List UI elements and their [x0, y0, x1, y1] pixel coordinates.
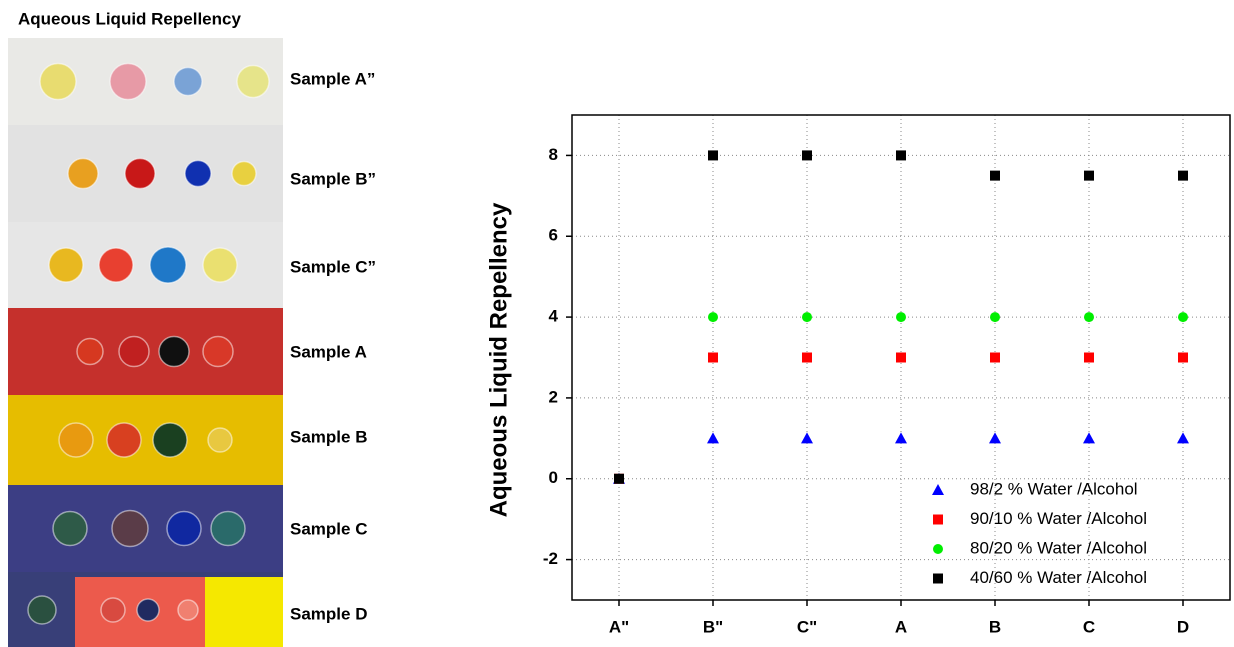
photo-panel [8, 38, 283, 647]
marker [990, 352, 1000, 363]
y-tick-label: 6 [549, 226, 558, 245]
marker [990, 170, 1000, 181]
marker [708, 150, 718, 161]
plot-frame [571, 114, 1231, 601]
marker [1177, 432, 1189, 444]
sample-label: Sample C” [290, 257, 376, 276]
droplet [136, 598, 160, 622]
x-tick-label: B" [703, 617, 723, 636]
photo [8, 395, 283, 485]
legend-label: 90/10 % Water /Alcohol [970, 509, 1147, 528]
x-tick-label: A" [609, 617, 629, 636]
droplet [173, 66, 203, 97]
y-tick-label: 8 [549, 145, 558, 164]
droplet [207, 427, 233, 453]
marker [933, 514, 943, 525]
marker [1084, 170, 1094, 181]
droplet [124, 157, 156, 190]
x-tick-label: C" [797, 617, 817, 636]
droplet [76, 337, 104, 366]
legend-label: 80/20 % Water /Alcohol [970, 538, 1147, 557]
legend-label: 98/2 % Water /Alcohol [970, 479, 1138, 498]
sample-label: Sample A [290, 342, 367, 361]
marker [896, 150, 906, 161]
droplet [152, 422, 188, 458]
y-tick-label: 2 [549, 387, 558, 406]
marker [802, 352, 812, 363]
droplet [202, 335, 234, 368]
marker [1084, 352, 1094, 363]
marker [1178, 170, 1188, 181]
marker [1084, 312, 1094, 323]
marker [614, 473, 624, 484]
x-tick-label: D [1177, 617, 1189, 636]
marker [932, 484, 944, 495]
droplet [58, 422, 94, 458]
y-tick-label: -2 [543, 549, 558, 568]
droplet [48, 247, 84, 283]
marker [1083, 432, 1095, 444]
marker [1178, 352, 1188, 363]
marker [708, 352, 718, 363]
droplet [202, 247, 238, 283]
droplet [39, 62, 77, 101]
sample-label: Sample A” [290, 69, 375, 88]
marker [896, 352, 906, 363]
sample-label: Sample B [290, 427, 367, 446]
droplet [118, 335, 150, 368]
marker [707, 432, 719, 444]
sample-label: Sample B” [290, 169, 376, 188]
droplet [236, 64, 270, 99]
photo [205, 577, 283, 647]
droplet [149, 246, 187, 284]
marker [708, 312, 718, 323]
panel-title: Aqueous Liquid Repellency [18, 9, 241, 28]
droplet [177, 599, 199, 621]
droplet [109, 62, 147, 101]
droplet [111, 509, 149, 548]
y-tick-label: 4 [549, 307, 559, 326]
droplet [184, 159, 212, 188]
marker [802, 150, 812, 161]
marker [802, 312, 812, 323]
marker [1178, 312, 1188, 323]
marker [990, 312, 1000, 323]
y-tick-label: 0 [549, 468, 558, 487]
droplet [27, 595, 57, 625]
droplet [166, 510, 202, 547]
marker [801, 432, 813, 444]
legend-label: 40/60 % Water /Alcohol [970, 568, 1147, 587]
droplet [231, 160, 257, 187]
sample-label: Sample C [290, 519, 367, 538]
droplet [158, 335, 190, 368]
marker [933, 573, 943, 584]
droplet [52, 510, 88, 547]
x-tick-label: B [989, 617, 1001, 636]
droplet [100, 597, 126, 623]
marker [896, 312, 906, 323]
droplet [106, 422, 142, 458]
droplet [67, 157, 99, 190]
droplet [210, 510, 246, 547]
y-axis-label: Aqueous Liquid Repellency [485, 202, 512, 517]
x-tick-label: C [1083, 617, 1095, 636]
sample-label: Sample D [290, 604, 367, 623]
x-tick-label: A [895, 617, 907, 636]
marker [895, 432, 907, 444]
marker [989, 432, 1001, 444]
droplet [98, 247, 134, 283]
marker [933, 544, 943, 554]
